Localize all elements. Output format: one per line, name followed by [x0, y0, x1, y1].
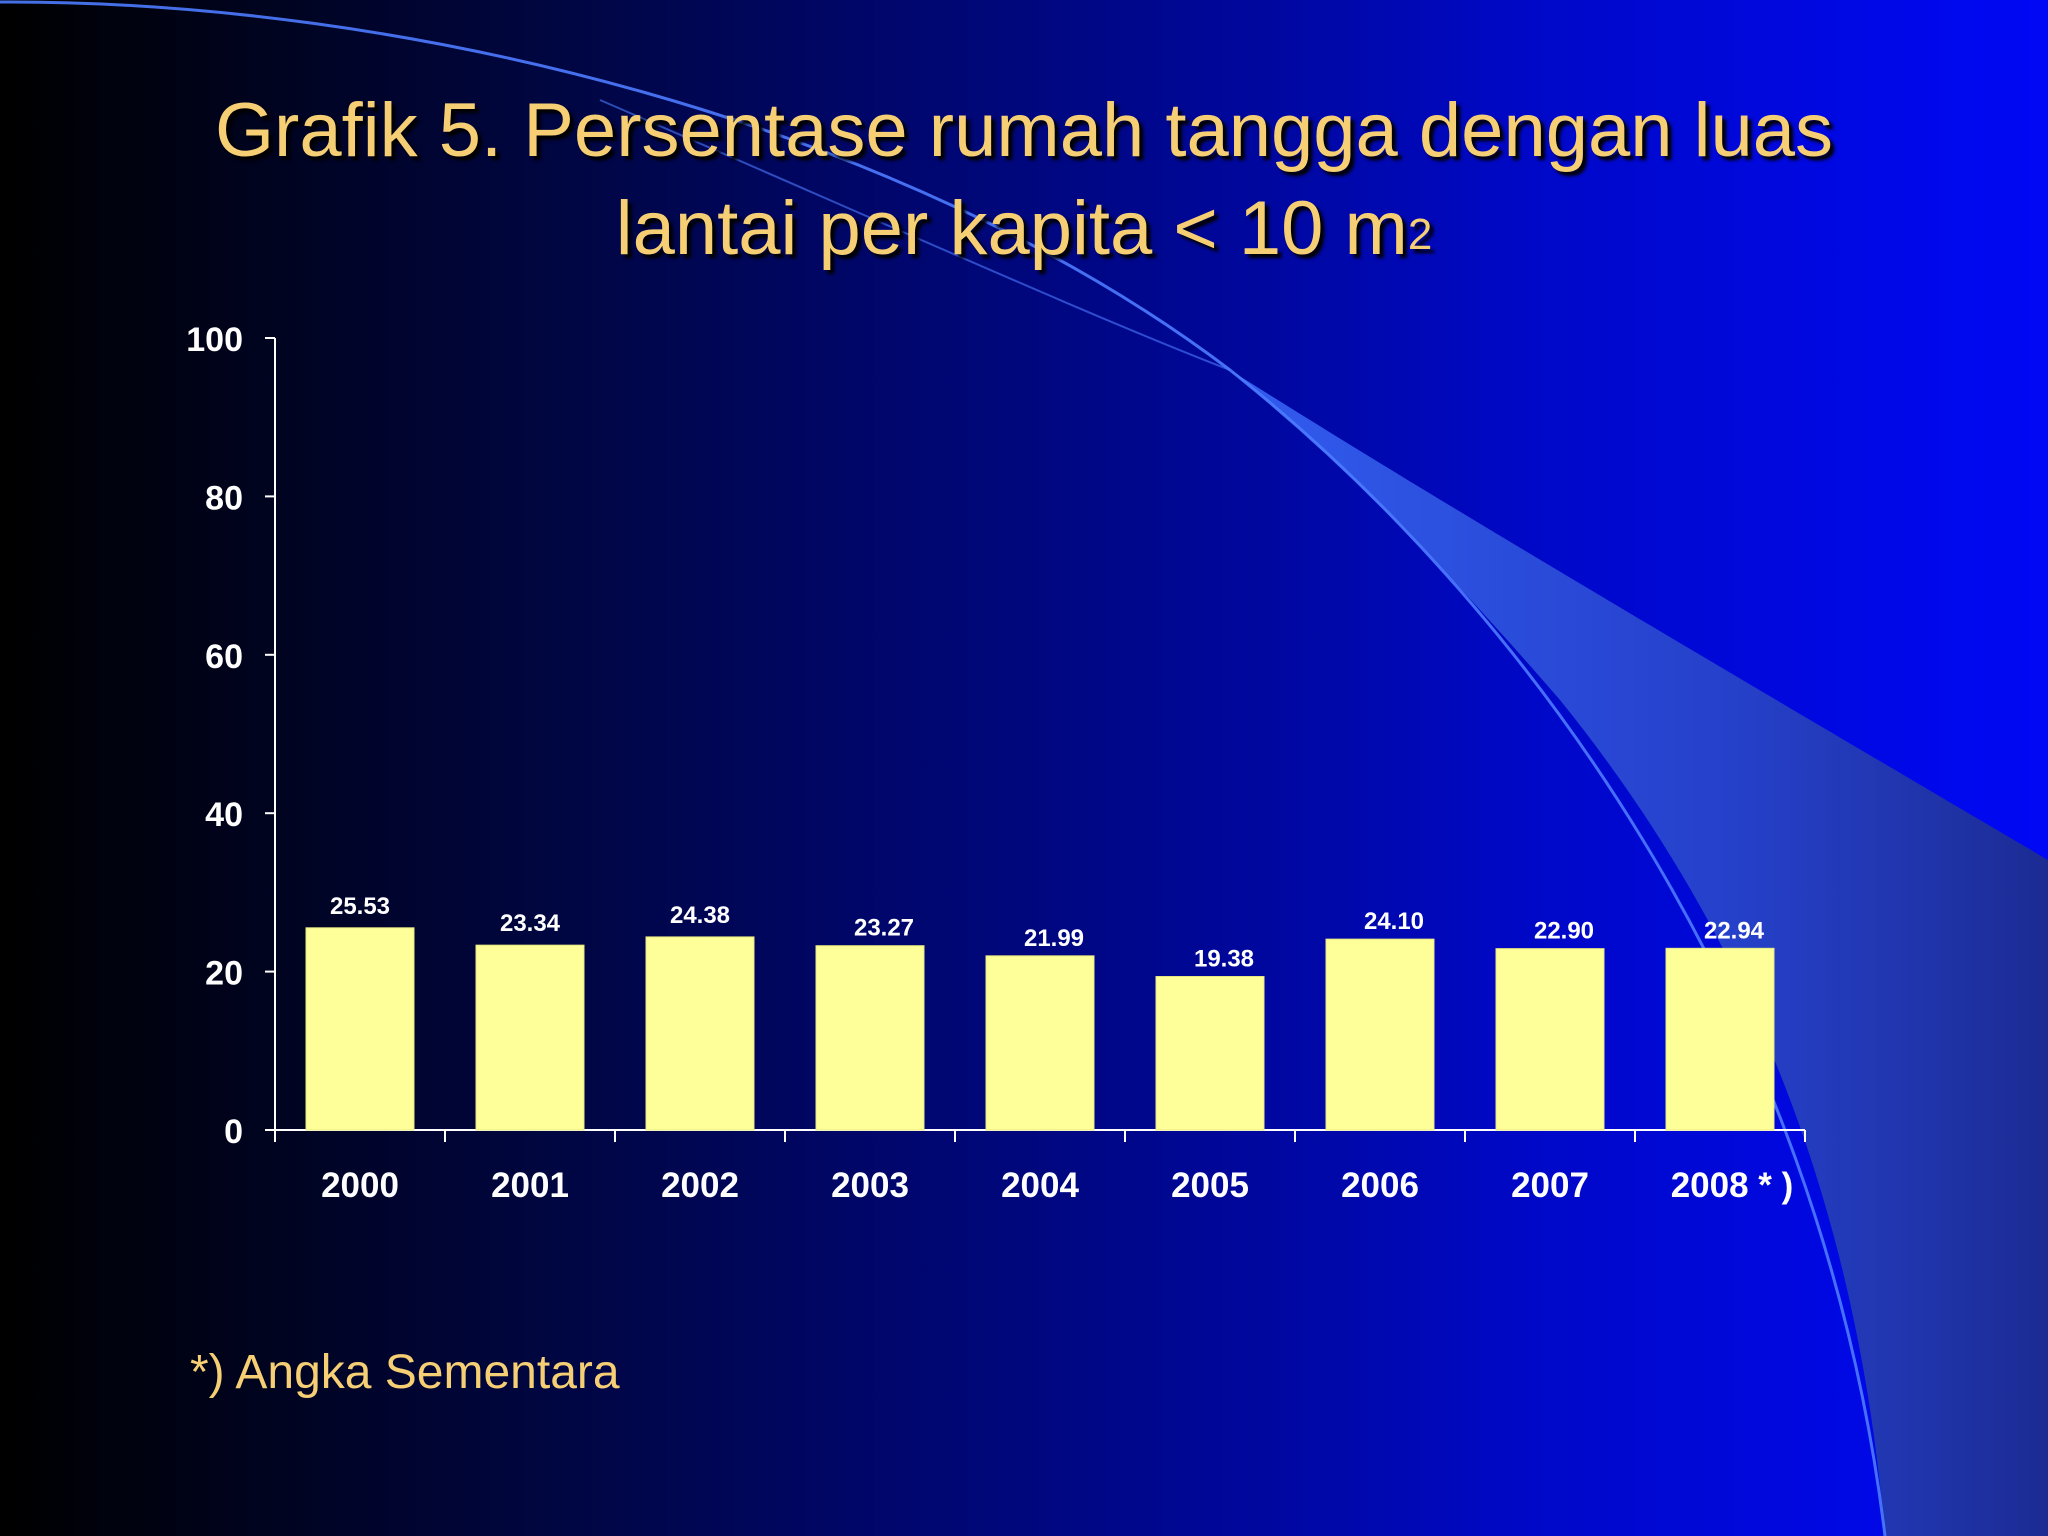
x-tick-label: 2003 — [831, 1166, 909, 1205]
x-tick-label: 2008 * ) — [1671, 1166, 1794, 1205]
y-tick-label: 100 — [186, 321, 243, 359]
data-label: 24.10 — [1364, 908, 1424, 935]
chart-title: Grafik 5. Persentase rumah tangga dengan… — [120, 82, 1928, 278]
bar — [1325, 938, 1435, 1131]
y-tick-label: 20 — [205, 955, 243, 993]
bar — [305, 927, 415, 1131]
bar — [645, 936, 755, 1131]
x-tick-label: 2006 — [1341, 1166, 1419, 1205]
data-label: 22.94 — [1704, 917, 1765, 944]
x-tick-label: 2000 — [321, 1166, 399, 1205]
bar — [815, 945, 925, 1131]
bar — [985, 955, 1095, 1131]
x-tick-label: 2002 — [661, 1166, 739, 1205]
x-tick-label: 2001 — [491, 1166, 569, 1205]
data-label: 23.27 — [854, 915, 914, 942]
bar — [475, 944, 585, 1131]
bar — [1665, 947, 1775, 1131]
data-label: 24.38 — [670, 902, 730, 929]
y-tick-label: 80 — [205, 479, 243, 517]
data-label: 19.38 — [1194, 946, 1254, 973]
data-label: 21.99 — [1024, 925, 1084, 952]
x-tick-label: 2004 — [1001, 1166, 1079, 1205]
title-line-1: Grafik 5. Persentase rumah tangga dengan… — [214, 88, 1834, 173]
bar — [1495, 948, 1605, 1131]
title-superscript: 2 — [1407, 210, 1433, 259]
x-tick-label: 2007 — [1511, 1166, 1589, 1205]
y-tick-label: 0 — [224, 1113, 243, 1151]
bar — [1155, 976, 1265, 1131]
y-tick-label: 40 — [205, 796, 243, 834]
title-line-2: lantai per kapita < 10 m — [615, 186, 1408, 271]
x-tick-label: 2005 — [1171, 1166, 1249, 1205]
data-label: 23.34 — [500, 910, 561, 937]
data-label: 25.53 — [330, 893, 390, 920]
y-tick-label: 60 — [205, 638, 243, 676]
footnote: *) Angka Sementara — [190, 1346, 620, 1399]
data-label: 22.90 — [1534, 918, 1594, 945]
